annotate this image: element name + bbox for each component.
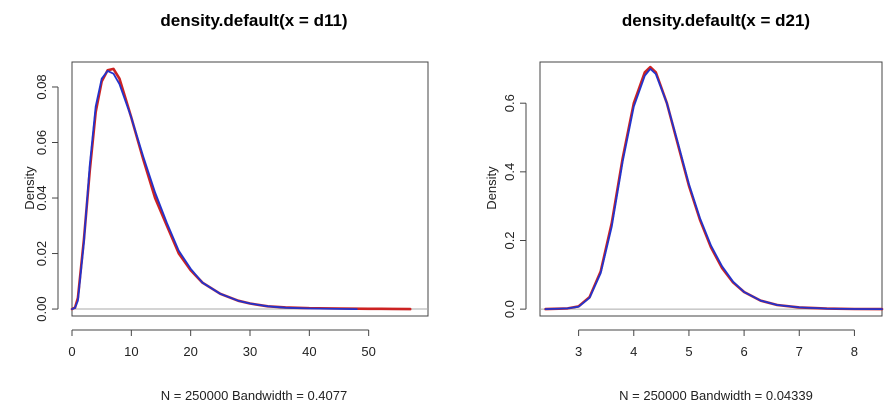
right-density-panel: density.default(x = d21) Density N = 250… — [484, 11, 884, 403]
y-tick-label: 0.6 — [502, 94, 517, 112]
x-tick-label: 10 — [124, 344, 138, 359]
x-tick-label: 6 — [740, 344, 747, 359]
x-tick-label: 3 — [575, 344, 582, 359]
y-tick-label: 0.4 — [502, 163, 517, 181]
right-y-axis-label: Density — [484, 166, 499, 210]
red-density-line — [70, 67, 412, 311]
y-tick-label: 0.0 — [502, 300, 517, 318]
x-tick-label: 8 — [851, 344, 858, 359]
y-tick-label: 0.06 — [34, 130, 49, 155]
y-tick-label: 0.00 — [34, 296, 49, 321]
x-tick-label: 4 — [630, 344, 637, 359]
x-tick-label: 40 — [302, 344, 316, 359]
y-tick-label: 0.08 — [34, 74, 49, 99]
blue-density-line — [544, 68, 883, 311]
blue-density-line — [71, 70, 358, 311]
y-tick-label: 0.04 — [34, 185, 49, 210]
x-tick-label: 20 — [183, 344, 197, 359]
right-plot-frame — [539, 61, 883, 317]
left-x-axis-label: N = 250000 Bandwidth = 0.4077 — [161, 388, 347, 403]
x-tick-label: 50 — [361, 344, 375, 359]
left-plot-frame — [71, 61, 429, 317]
left-chart-title: density.default(x = d11) — [160, 11, 347, 30]
x-tick-label: 0 — [68, 344, 75, 359]
right-chart-title: density.default(x = d21) — [622, 11, 810, 30]
x-tick-label: 7 — [796, 344, 803, 359]
right-x-axis-label: N = 250000 Bandwidth = 0.04339 — [619, 388, 813, 403]
y-tick-label: 0.2 — [502, 231, 517, 249]
left-density-panel: density.default(x = d11) Density N = 250… — [22, 11, 429, 403]
red-density-line — [544, 65, 884, 311]
left-y-axis-label: Density — [22, 166, 37, 210]
y-tick-label: 0.02 — [34, 241, 49, 266]
x-tick-label: 30 — [243, 344, 257, 359]
x-tick-label: 5 — [685, 344, 692, 359]
